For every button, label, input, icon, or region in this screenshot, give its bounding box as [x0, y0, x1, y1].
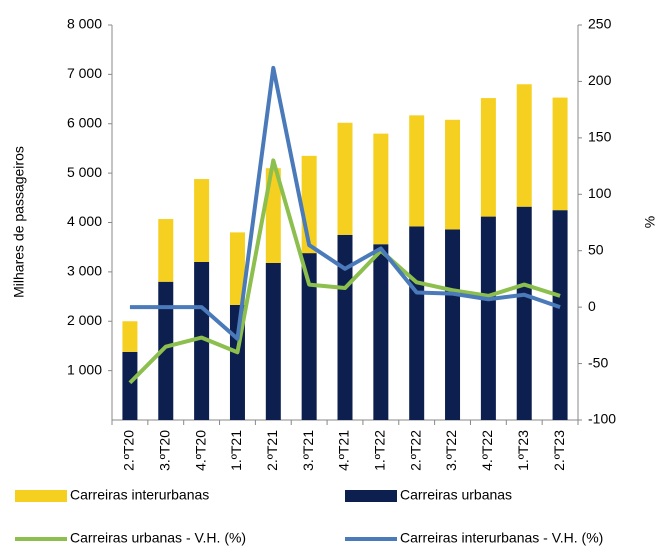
- y-tick-label: 5 000: [67, 164, 102, 180]
- bar: [409, 226, 425, 420]
- y-tick-label: 4 000: [67, 213, 102, 229]
- legend-swatch: [15, 490, 67, 502]
- bar: [158, 281, 174, 420]
- bar: [480, 216, 496, 420]
- x-tick-label: 3.ºT22: [443, 430, 459, 471]
- legend-label: Carreiras interurbanas - V.H. (%): [400, 530, 603, 546]
- y-tick-label: 8 000: [67, 16, 102, 32]
- bar: [337, 122, 353, 235]
- bar: [516, 206, 532, 420]
- y2-tick-label: -100: [588, 411, 616, 427]
- bar: [265, 168, 281, 263]
- x-tick-label: 2.ºT20: [121, 430, 137, 471]
- bar: [445, 229, 461, 420]
- x-tick-label: 2.ºT21: [264, 430, 280, 471]
- x-tick-label: 2.ºT22: [407, 430, 423, 471]
- bar: [194, 262, 210, 420]
- bar: [301, 253, 317, 420]
- y2-tick-label: 0: [588, 298, 596, 314]
- legend-label: Carreiras urbanas: [400, 487, 512, 503]
- y-tick-label: 3 000: [67, 263, 102, 279]
- y2-tick-label: 150: [588, 129, 612, 145]
- bar: [552, 97, 568, 211]
- bar: [516, 84, 532, 207]
- legend-label: Carreiras urbanas - V.H. (%): [70, 530, 246, 546]
- x-tick-label: 4.ºT20: [192, 430, 208, 471]
- x-tick-label: 3.ºT21: [300, 430, 316, 471]
- y2-tick-label: 50: [588, 241, 604, 257]
- y2-tick-label: -50: [588, 354, 608, 370]
- line: [129, 65, 561, 341]
- x-tick-label: 1.ºT23: [515, 430, 531, 471]
- bar: [480, 98, 496, 217]
- bar: [122, 321, 138, 352]
- y2-tick-label: 100: [588, 185, 612, 201]
- y-tick-label: 1 000: [67, 361, 102, 377]
- legend-swatch: [345, 490, 397, 502]
- legend-label: Carreiras interurbanas: [70, 487, 209, 503]
- bar: [122, 351, 138, 420]
- y-axis-label: Milhares de passageiros: [11, 146, 27, 298]
- line: [128, 158, 561, 385]
- x-tick-label: 3.ºT20: [156, 430, 172, 471]
- x-tick-label: 1.ºT21: [228, 430, 244, 471]
- bar: [445, 119, 461, 230]
- bar: [409, 115, 425, 227]
- bar: [194, 179, 210, 262]
- x-tick-label: 4.ºT21: [336, 430, 352, 471]
- y-tick-label: 2 000: [67, 312, 102, 328]
- y-tick-label: 7 000: [67, 65, 102, 81]
- bar: [229, 232, 245, 305]
- y2-axis-label: %: [642, 216, 658, 228]
- y2-tick-label: 200: [588, 72, 612, 88]
- bar: [265, 262, 281, 420]
- x-tick-label: 1.ºT22: [372, 430, 388, 471]
- y2-tick-label: 250: [588, 16, 612, 32]
- bar: [373, 244, 389, 420]
- bar: [337, 234, 353, 420]
- x-tick-label: 4.ºT22: [479, 430, 495, 471]
- x-tick-label: 2.ºT23: [551, 430, 567, 471]
- bar: [158, 219, 174, 282]
- bar: [373, 133, 389, 245]
- bar: [552, 210, 568, 420]
- y-tick-label: 6 000: [67, 114, 102, 130]
